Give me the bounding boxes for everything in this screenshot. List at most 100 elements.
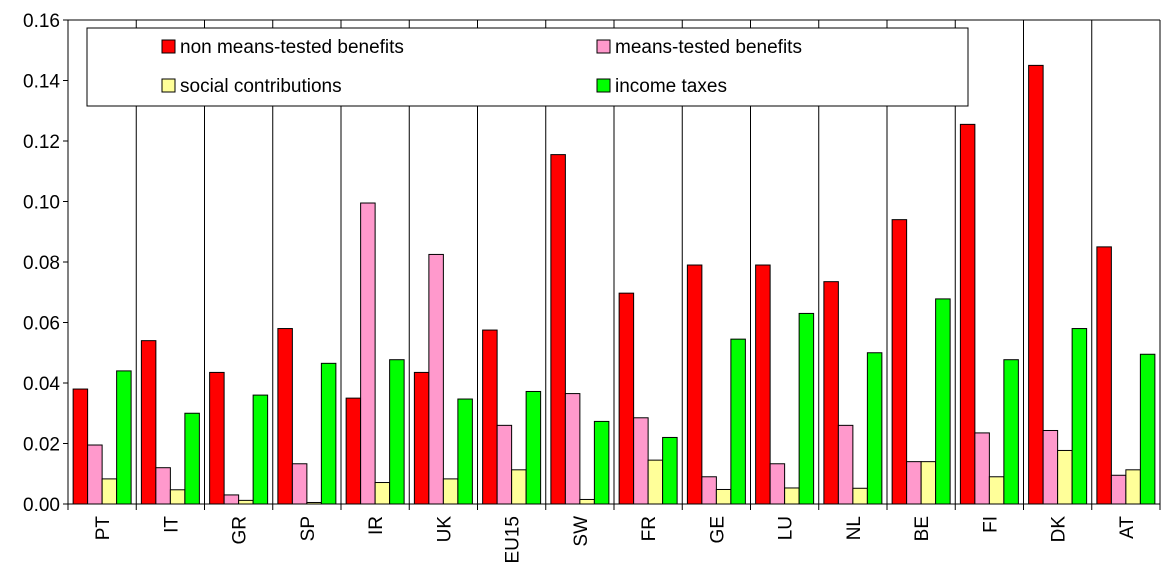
bar-fr-series-3 <box>662 436 678 505</box>
bar-at-series-2 <box>1125 469 1141 505</box>
bar-ir-series-0 <box>345 397 362 505</box>
bar-be-series-0 <box>891 219 908 505</box>
bar-ge-series-1 <box>701 476 717 505</box>
bar-ir-series-1 <box>360 202 376 505</box>
bar-it-series-1 <box>155 467 171 505</box>
bar-eu15-series-0 <box>482 329 498 505</box>
x-tick-label-dk: DK <box>1049 516 1070 543</box>
x-tick-label-at: AT <box>1117 516 1138 539</box>
legend-item-3: income taxes <box>596 76 727 97</box>
bar-sw-series-0 <box>550 154 566 505</box>
legend-box <box>86 27 969 107</box>
bar-dk-series-2 <box>1057 449 1073 505</box>
bar-fr-series-0 <box>618 292 635 505</box>
bar-be-series-1 <box>906 461 922 505</box>
x-tick-label-ge: GE <box>707 516 728 543</box>
bar-eu15-series-2 <box>511 469 527 505</box>
legend: non means-tested benefits means-tested b… <box>86 27 969 107</box>
x-tick-label-lu: LU <box>776 516 797 540</box>
x-tick-label-sw: SW <box>571 516 592 547</box>
bar-nl-series-3 <box>866 352 883 505</box>
legend-swatch-1 <box>596 39 611 54</box>
x-tick-label-nl: NL <box>844 516 865 540</box>
y-tick-label: 0.16 <box>23 11 60 32</box>
y-tick-label: 0.12 <box>23 132 60 153</box>
x-tick-label-eu15: EU15 <box>503 516 524 564</box>
y-tick-label: 0.14 <box>23 72 60 93</box>
x-tick-label-gr: GR <box>230 516 251 545</box>
legend-swatch-3 <box>596 78 611 93</box>
bar-sw-series-3 <box>593 420 610 505</box>
legend-label-3: income taxes <box>615 76 727 97</box>
bar-uk-series-0 <box>413 371 430 505</box>
bar-fi-series-3 <box>1003 359 1019 505</box>
legend-label-0: non means-tested benefits <box>180 37 404 58</box>
bar-fi-series-1 <box>974 432 990 505</box>
bar-uk-series-1 <box>428 253 444 505</box>
bar-it-series-3 <box>184 412 200 505</box>
bar-ge-series-0 <box>686 264 703 505</box>
bar-fr-series-2 <box>647 459 664 505</box>
legend-swatch-0 <box>161 39 176 54</box>
bars <box>72 64 1156 505</box>
legend-label-2: social contributions <box>180 76 342 97</box>
legend-label-1: means-tested benefits <box>615 37 802 58</box>
bar-it-series-0 <box>140 340 157 505</box>
bar-nl-series-2 <box>852 487 868 505</box>
x-axis: PT IT GR SP IR UK EU15 SW FR GE LU NL BE FI DK AT <box>67 503 1161 564</box>
y-tick-label: 0.08 <box>23 253 60 274</box>
bar-at-series-3 <box>1139 353 1156 505</box>
bar-it-series-2 <box>169 489 186 505</box>
bar-at-series-1 <box>1110 474 1127 505</box>
y-tick-label: 0.02 <box>23 435 60 456</box>
bar-gr-series-3 <box>252 394 269 505</box>
y-tick-label: 0.04 <box>23 374 60 395</box>
bar-eu15-series-1 <box>496 424 513 505</box>
bar-lu-series-3 <box>798 312 815 505</box>
y-tick-label: 0.10 <box>23 193 60 214</box>
bar-uk-series-3 <box>457 398 473 505</box>
bar-uk-series-2 <box>442 478 459 505</box>
y-tick-label: 0.06 <box>23 314 60 335</box>
bar-dk-series-1 <box>1042 429 1059 505</box>
bar-fr-series-1 <box>633 417 649 505</box>
bar-gr-series-0 <box>209 371 225 505</box>
x-tick-label-it: IT <box>161 516 182 533</box>
bar-lu-series-0 <box>755 264 771 505</box>
bar-sp-series-0 <box>277 328 293 505</box>
bar-nl-series-1 <box>837 424 854 505</box>
x-tick-label-sp: SP <box>298 516 319 541</box>
bar-ir-series-3 <box>389 359 405 505</box>
bar-pt-series-0 <box>72 388 89 505</box>
bar-eu15-series-3 <box>525 390 542 505</box>
bar-gr-series-1 <box>223 494 240 505</box>
bar-sp-series-1 <box>291 463 308 505</box>
bar-dk-series-0 <box>1028 64 1044 505</box>
bar-fi-series-2 <box>988 476 1005 505</box>
bar-be-series-3 <box>935 298 951 505</box>
bar-lu-series-2 <box>784 487 800 505</box>
bar-pt-series-2 <box>101 478 118 505</box>
bar-nl-series-0 <box>823 281 839 505</box>
bar-ir-series-2 <box>374 482 391 505</box>
legend-item-1: means-tested benefits <box>596 37 802 58</box>
x-tick-label-be: BE <box>912 516 933 541</box>
bar-sp-series-3 <box>320 362 337 505</box>
bar-lu-series-1 <box>769 463 786 505</box>
bar-pt-series-3 <box>116 370 132 505</box>
bar-be-series-2 <box>920 461 937 505</box>
x-tick-label-pt: PT <box>93 516 114 541</box>
x-tick-label-ir: IR <box>366 516 387 535</box>
x-tick-label-fr: FR <box>639 516 660 541</box>
legend-item-0: non means-tested benefits <box>161 37 404 58</box>
y-tick-label: 0.00 <box>23 495 60 516</box>
bar-ge-series-3 <box>730 338 746 505</box>
bar-sw-series-1 <box>564 393 581 505</box>
bar-at-series-0 <box>1096 246 1112 505</box>
bar-fi-series-0 <box>959 123 976 505</box>
x-tick-label-uk: UK <box>434 516 455 543</box>
bar-ge-series-2 <box>715 488 732 505</box>
bar-gr-series-2 <box>238 499 254 505</box>
x-tick-label-fi: FI <box>980 516 1001 533</box>
